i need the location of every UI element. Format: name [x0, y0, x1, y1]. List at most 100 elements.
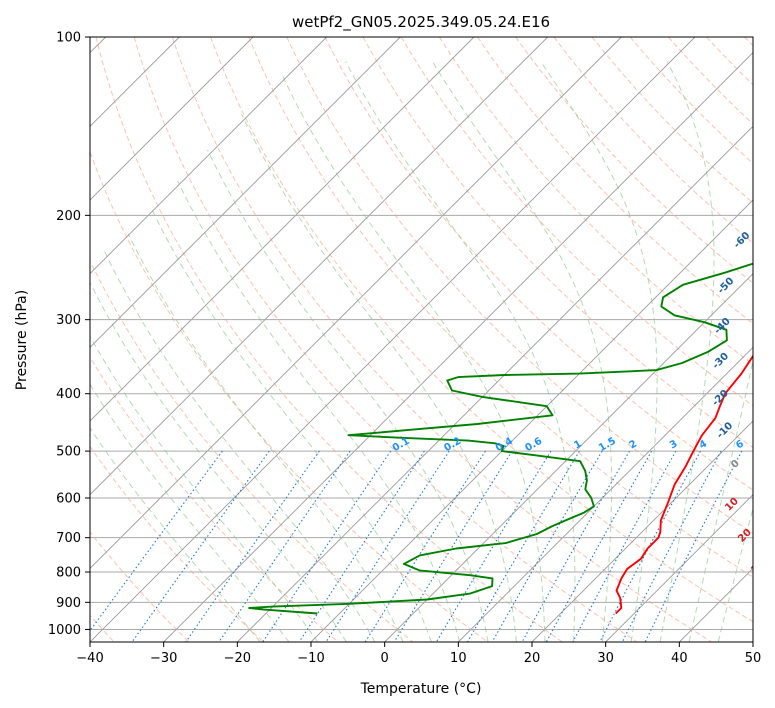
isotherm-line — [531, 420, 753, 642]
mixing-ratio-line — [218, 450, 351, 642]
moist-adiabat-line — [717, 506, 753, 642]
isotherm-line — [458, 346, 753, 642]
isotherm-line — [90, 37, 401, 348]
dry-adiabat-line — [515, 37, 753, 284]
dry-adiabat-line — [90, 259, 414, 642]
plot-frame — [89, 36, 754, 643]
mixing-ratio-line — [90, 450, 223, 632]
dry-adiabat-line — [629, 37, 753, 165]
isotherm-line — [90, 37, 254, 201]
dry-adiabat-line — [90, 356, 339, 642]
mixing-ratio-label: 1 — [572, 438, 584, 451]
chart-title: wetPf2_GN05.2025.349.05.24.E16 — [292, 13, 550, 32]
y-tick-label: 600 — [56, 492, 81, 507]
mixing-ratio-line — [521, 450, 630, 642]
moist-adiabat-line — [127, 233, 404, 642]
dry-adiabat-line — [438, 37, 753, 366]
series-layer — [248, 262, 753, 615]
mixing-ratio-line — [131, 450, 270, 642]
y-tick-label: 700 — [56, 531, 81, 546]
isotherm-line — [90, 37, 475, 422]
dry-adiabat-line — [248, 37, 753, 578]
mixing-ratio-line — [435, 450, 552, 642]
dry-adiabat-line — [477, 37, 753, 325]
dry-adiabat-line — [400, 37, 753, 407]
moist-adiabat-line — [177, 180, 461, 642]
mixing-ratio-label: 8 — [764, 438, 775, 451]
mixing-ratio-line — [325, 450, 450, 642]
mixing-ratio-line — [572, 450, 677, 642]
mixing-ratio-line — [298, 450, 425, 642]
moist-adiabat-line — [688, 358, 753, 642]
moist-adiabat-label: 0 — [729, 458, 742, 471]
mixing-ratio-label: 4 — [697, 438, 709, 451]
y-tick-label: 300 — [56, 313, 81, 328]
dry-adiabat-line — [744, 37, 753, 47]
y-tick-label: 200 — [56, 209, 81, 224]
x-tick-label: −30 — [150, 651, 177, 666]
dewpoint-line — [248, 262, 753, 615]
isotherm-line — [605, 494, 753, 642]
x-axis-label: Temperature (°C) — [360, 681, 482, 697]
isotherm-line — [384, 273, 753, 642]
dry-adiabat-line — [362, 37, 753, 449]
y-tick-label: 100 — [56, 31, 81, 46]
mixing-ratio-label: 2 — [627, 438, 639, 451]
y-axis-label: Pressure (hPa) — [14, 290, 30, 390]
dry-adiabat-line — [171, 37, 712, 642]
x-tick-label: −40 — [76, 651, 103, 666]
moist-adiabat-label: 30 — [749, 558, 767, 576]
mixing-ratio-line — [644, 450, 743, 642]
moist-adiabat-line — [151, 208, 432, 642]
dry-adiabat-line — [668, 37, 753, 125]
dry-adiabat-label: -80 — [770, 133, 775, 154]
dry-adiabat-line — [591, 37, 753, 204]
isotherm-line — [90, 37, 327, 275]
mixing-ratio-label: 6 — [734, 438, 746, 451]
moist-adiabat-label: 20 — [736, 527, 754, 545]
dry-adiabat-label: -60 — [732, 230, 753, 251]
mixing-ratio-line — [599, 450, 701, 642]
dry-adiabat-line — [90, 150, 488, 642]
dry-adiabat-line — [286, 37, 753, 534]
isotherm-line — [237, 125, 753, 642]
moist-adiabat-label: 40 — [759, 589, 775, 607]
mixing-ratio-label: 3 — [668, 438, 680, 451]
dry-adiabat-label: -70 — [753, 176, 774, 197]
dry-adiabat-line — [706, 37, 753, 86]
mixing-ratio-line — [491, 450, 603, 642]
dry-adiabat-line — [553, 37, 753, 244]
mixing-ratio-line — [185, 450, 320, 642]
x-tick-label: 50 — [745, 651, 762, 666]
mixing-ratio-line — [621, 450, 722, 642]
moist-adiabat-line — [207, 149, 489, 642]
y-tick-label: 900 — [56, 596, 81, 611]
isotherm-line — [90, 37, 622, 569]
moist-adiabat-line — [241, 113, 517, 642]
temperature-line — [615, 354, 753, 615]
mixing-ratio-line — [262, 450, 392, 642]
annotation-layer: -100-90-80-70-60-50-40-30-20-10010203040… — [391, 133, 775, 607]
isotherm-line — [90, 37, 696, 642]
moist-adiabat-line — [280, 72, 546, 642]
dry-adiabat-line — [133, 37, 638, 642]
moist-adiabat-line — [90, 383, 290, 642]
x-tick-label: 20 — [524, 651, 541, 666]
moist-adiabat-line — [431, 61, 612, 642]
dry-adiabat-line — [210, 37, 753, 623]
dry-adiabat-line — [324, 37, 753, 491]
moist-adiabat-line — [540, 61, 658, 642]
moist-adiabat-line — [90, 427, 261, 642]
y-tick-label: 1000 — [48, 623, 81, 638]
x-tick-label: −10 — [297, 651, 324, 666]
y-tick-label: 800 — [56, 566, 81, 581]
dry-adiabat-label: -40 — [712, 316, 733, 337]
dry-adiabat-line — [95, 37, 563, 642]
moist-adiabat-line — [659, 61, 715, 642]
x-tick-label: −20 — [224, 651, 251, 666]
x-tick-label: 0 — [381, 651, 389, 666]
y-tick-label: 500 — [56, 445, 81, 460]
moist-adiabat-line — [90, 281, 347, 642]
x-tick-label: 40 — [671, 651, 688, 666]
